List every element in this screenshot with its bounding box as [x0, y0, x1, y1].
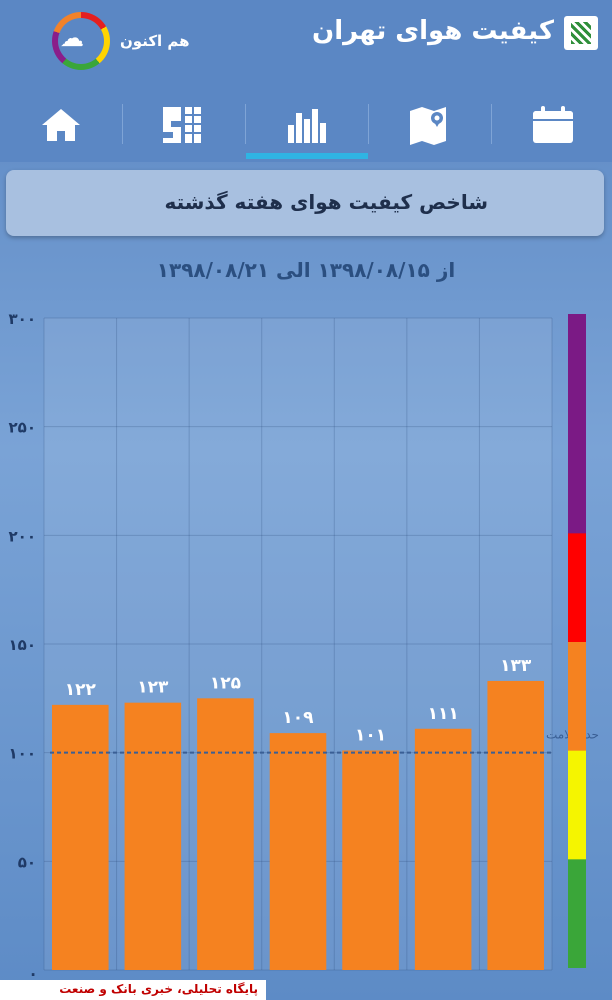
aqi-scale-segment: [568, 531, 586, 642]
map-marker-icon: [410, 107, 446, 145]
watermark-badge: پایگاه تحلیلی، خبری بانک و صنعت: [0, 980, 266, 1000]
bar: [269, 733, 327, 970]
bar-value-label: ۱۲۲: [65, 680, 97, 700]
bar: [414, 728, 472, 970]
aqi-scale-segment: [568, 748, 586, 860]
aqi-bar-chart: . ۵۰ ۱۰۰ ۱۵۰ ۲۰۰ ۲۵۰ ۳۰۰ ۱۲۲ ۱۲۳ ۱۲۵ ۱۰۹ ۱۰۱ ۱۱۱ ۱۳۳…: [9, 310, 599, 980]
stats-grid-icon: [163, 107, 201, 143]
home-icon: [42, 109, 80, 141]
section-title: شاخص کیفیت هوای هفته گذشته: [164, 190, 488, 214]
tab-calendar[interactable]: [492, 88, 612, 162]
y-tick-label: ۳۰۰: [9, 310, 36, 328]
bar-value-label: ۱۰۱: [355, 725, 386, 745]
bar: [487, 680, 544, 970]
y-tick-label: ۵۰: [18, 853, 36, 871]
bar-chart-icon: [288, 109, 326, 143]
tab-map[interactable]: [369, 88, 491, 162]
bar-value-label: ۱۳۳: [500, 656, 532, 676]
watermark-text: پایگاه تحلیلی، خبری بانک و صنعت: [59, 982, 258, 996]
y-tick-label: ۱۵۰: [9, 636, 36, 654]
tab-chart[interactable]: [246, 88, 368, 162]
bar: [197, 698, 254, 970]
app-header: کیفیت هوای تهران ☁ هم اکنون: [0, 0, 612, 88]
app-logo-icon: [564, 16, 598, 50]
aqi-scale-segment: [568, 314, 586, 534]
bar-value-label: ۱۲۵: [210, 673, 241, 693]
bar-value-label: ۱۱۱: [428, 704, 459, 724]
bar: [52, 704, 109, 970]
bar: [342, 750, 399, 970]
tab-bar: [0, 88, 612, 162]
aqi-ring-icon: ☁: [52, 12, 110, 70]
y-tick-label: ۲۵۰: [9, 419, 36, 437]
aqi-scale-segment: [568, 640, 586, 751]
y-tick-label: .: [30, 962, 36, 980]
y-tick-label: ۲۰۰: [9, 527, 36, 545]
calendar-icon: [533, 106, 573, 143]
date-range: از ۱۳۹۸/۰۸/۱۵ الی ۱۳۹۸/۰۸/۲۱: [156, 258, 456, 282]
bar-value-label: ۱۰۹: [282, 708, 314, 728]
tab-home[interactable]: [0, 88, 122, 162]
y-tick-label: ۱۰۰: [9, 745, 36, 763]
app-title: کیفیت هوای تهران: [312, 16, 554, 46]
section-header: شاخص کیفیت هوای هفته گذشته: [6, 170, 604, 236]
aqi-scale-segment: [568, 857, 586, 968]
bar-value-label: ۱۲۳: [137, 678, 169, 698]
bar: [124, 702, 182, 970]
tab-stats[interactable]: [123, 88, 245, 162]
now-button[interactable]: ☁ هم اکنون: [52, 12, 212, 70]
now-label: هم اکنون: [120, 32, 190, 50]
cloud-icon: ☁: [60, 24, 84, 52]
active-tab-indicator: [246, 153, 368, 159]
